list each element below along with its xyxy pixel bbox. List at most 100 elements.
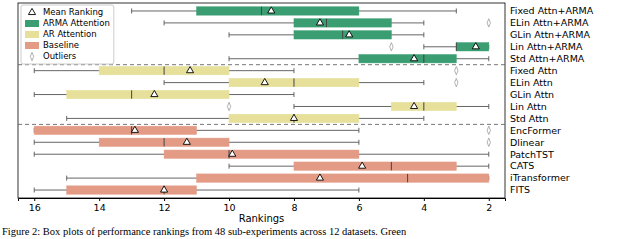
tick: 4	[421, 198, 427, 213]
tick-mark	[99, 198, 100, 201]
box-plot	[34, 66, 458, 74]
box-plot	[229, 55, 489, 63]
mean-marker	[229, 150, 236, 156]
median	[423, 102, 424, 110]
legend-swatch	[25, 20, 39, 27]
category-label: GLin Attn+ARMA	[510, 29, 590, 40]
mean-marker	[261, 78, 268, 84]
box	[229, 114, 359, 122]
legend-label: Baseline	[43, 40, 79, 50]
outlier	[455, 78, 458, 86]
box-plot	[164, 19, 490, 27]
category-label: ELin Attn	[510, 77, 553, 88]
outlier	[390, 43, 393, 51]
box	[197, 174, 489, 182]
mean-marker	[151, 90, 158, 96]
mean-marker	[346, 31, 353, 37]
box-plot	[229, 162, 489, 170]
tick: 16	[29, 198, 41, 213]
box-plot	[164, 78, 458, 86]
category-label: CATS	[510, 160, 534, 171]
median	[131, 90, 132, 98]
tick-label: 14	[94, 202, 106, 213]
box	[294, 31, 391, 39]
tick-label: 6	[356, 202, 362, 213]
whisker-cap-high	[34, 92, 35, 97]
median	[456, 43, 457, 51]
box	[67, 186, 197, 194]
box	[99, 138, 229, 146]
legend-label: Mean Ranking	[43, 7, 103, 17]
box-plot	[34, 90, 294, 98]
whisker-cap-high	[164, 80, 165, 85]
box	[34, 126, 196, 134]
category-label: ELin Attn+ARMA	[510, 17, 589, 28]
whisker-cap-low	[293, 92, 294, 97]
category-label: PatchTST	[510, 149, 554, 160]
box-plot	[34, 138, 490, 146]
whisker-cap-high	[66, 176, 67, 181]
mean-marker	[316, 19, 323, 25]
tick: 12	[159, 198, 171, 213]
whisker-cap-high	[293, 104, 294, 109]
whisker-cap-low	[488, 104, 489, 109]
whisker-cap-high	[423, 44, 424, 49]
mean-marker	[316, 174, 323, 180]
group-separator	[18, 124, 505, 125]
box	[359, 55, 456, 63]
whisker-cap-high	[66, 116, 67, 121]
category-label: Fixed Attn	[510, 65, 557, 76]
whisker-cap-low	[423, 116, 424, 121]
whisker-cap-high	[229, 32, 230, 37]
legend-label: AR Attention	[43, 29, 97, 39]
category-label: Lin Attn	[510, 101, 547, 112]
plot-frame	[18, 3, 505, 198]
whisker-cap-low	[423, 80, 424, 85]
outlier	[487, 126, 490, 134]
chart: Fixed Attn+ARMAELin Attn+ARMAGLin Attn+A…	[0, 0, 640, 239]
tick-mark	[489, 198, 490, 201]
whisker-cap-low	[488, 56, 489, 61]
box	[197, 7, 359, 15]
legend-swatch	[25, 42, 39, 49]
tick-mark	[229, 198, 230, 201]
whisker-cap-low	[358, 140, 359, 145]
box-plot	[67, 174, 489, 182]
box	[67, 90, 229, 98]
category-label: Std Attn	[510, 113, 549, 124]
whisker-cap-high	[34, 140, 35, 145]
legend-symbol	[30, 52, 33, 60]
whisker-cap-low	[293, 68, 294, 73]
axis-line	[19, 199, 506, 202]
median	[342, 31, 343, 39]
tick: 8	[291, 198, 297, 213]
tick-mark	[34, 198, 35, 201]
box-plot	[34, 150, 489, 158]
tick-label: 4	[421, 202, 427, 213]
box	[391, 102, 456, 110]
box-plot	[229, 31, 424, 39]
mean-marker	[472, 43, 479, 49]
mean-marker	[411, 55, 418, 61]
legend-frame	[21, 5, 114, 64]
box-plot	[34, 186, 359, 194]
mean-marker	[359, 162, 366, 168]
tick-label: 8	[291, 202, 297, 213]
whisker-cap-high	[34, 152, 35, 157]
x-axis: 161412108642	[19, 198, 506, 213]
category-label: EncFormer	[510, 125, 561, 136]
whisker-cap-high	[229, 164, 230, 169]
median	[131, 126, 132, 134]
median	[261, 7, 262, 15]
outlier	[487, 138, 490, 146]
median	[164, 138, 165, 146]
whisker-cap-low	[488, 152, 489, 157]
box-plot	[390, 43, 489, 51]
median	[293, 78, 294, 86]
median	[164, 66, 165, 74]
box-plot	[34, 126, 490, 134]
whisker-cap-high	[131, 8, 132, 13]
tick-label: 16	[29, 202, 41, 213]
box	[164, 150, 359, 158]
whisker-cap-low	[423, 20, 424, 25]
